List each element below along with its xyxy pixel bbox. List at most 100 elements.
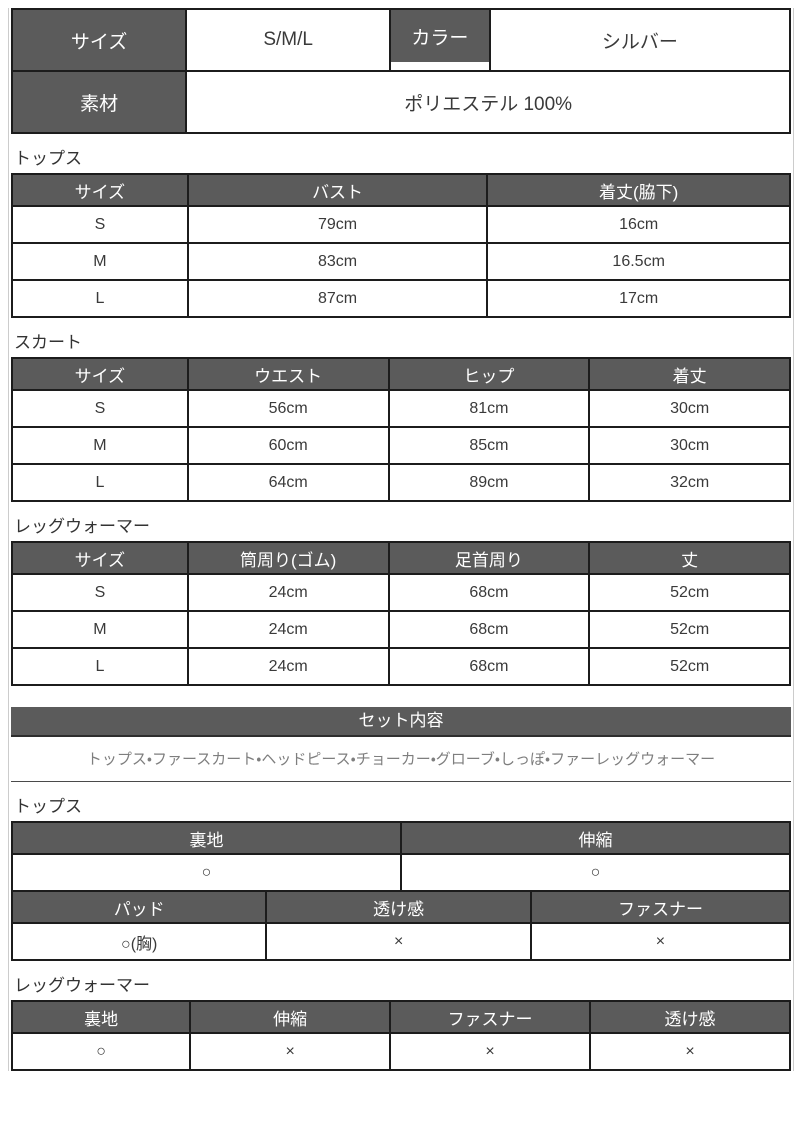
col-header-zipper: ファスナー bbox=[529, 890, 792, 924]
cell-size: L bbox=[11, 647, 189, 686]
cell-hip: 85cm bbox=[387, 426, 591, 465]
table-row: 素材 ポリエステル 100% bbox=[10, 70, 791, 134]
cell-hip: 89cm bbox=[387, 463, 591, 502]
legwarmer-measurement-table: サイズ 筒周り(ゴム) 足首周り 丈 S 24cm 68cm 52cm M 24… bbox=[11, 541, 791, 686]
col-header-hip: ヒップ bbox=[387, 357, 591, 391]
table-row: ○ ○ bbox=[11, 853, 791, 892]
table-header-row: サイズ ウエスト ヒップ 着丈 bbox=[11, 357, 791, 391]
zipper-value-cross: × bbox=[529, 922, 792, 961]
table-row: ○ × × × bbox=[10, 1032, 791, 1071]
cell-ankle: 68cm bbox=[387, 610, 591, 649]
set-contents-items: トップス・ファースカート・ヘッドピース・チョーカー・グローブ・しっぽ・ファーレッ… bbox=[11, 735, 791, 782]
table-row: S 56cm 81cm 30cm bbox=[11, 389, 791, 428]
material-value-cell: ポリエステル 100% bbox=[185, 70, 791, 134]
table-header-row: 裏地 伸縮 ファスナー 透け感 bbox=[10, 1000, 791, 1034]
skirt-measurement-table: サイズ ウエスト ヒップ 着丈 S 56cm 81cm 30cm M 60cm … bbox=[11, 357, 791, 502]
col-header-waist: ウエスト bbox=[186, 357, 390, 391]
material-label-cell: 素材 bbox=[10, 70, 188, 134]
cell-tube: 24cm bbox=[186, 573, 390, 612]
size-label-cell: サイズ bbox=[10, 8, 188, 72]
cell-size: M bbox=[11, 242, 189, 281]
col-header-size: サイズ bbox=[11, 173, 189, 207]
table-row: M 60cm 85cm 30cm bbox=[11, 426, 791, 465]
cell-length: 52cm bbox=[588, 573, 791, 612]
col-header-pad: パッド bbox=[10, 890, 268, 924]
cell-waist: 60cm bbox=[186, 426, 390, 465]
size-color-material-table: サイズ S/M/L カラー シルバー 素材 ポリエステル 100% bbox=[10, 8, 792, 134]
table-row: ○(胸) × × bbox=[10, 922, 792, 961]
col-header-sheer: 透け感 bbox=[589, 1000, 791, 1034]
table-row: S 79cm 16cm bbox=[11, 205, 791, 244]
table-row: サイズ S/M/L カラー シルバー bbox=[10, 8, 792, 72]
tops-measurement-table: サイズ バスト 着丈(脇下) S 79cm 16cm M 83cm 16.5cm… bbox=[11, 173, 791, 318]
stretch-value-cross: × bbox=[189, 1032, 392, 1071]
lining-value-circle: ○ bbox=[10, 1032, 192, 1071]
spec-content: サイズ S/M/L カラー シルバー 素材 ポリエステル 100% トップス サ… bbox=[8, 8, 794, 1071]
color-label-cell: カラー bbox=[389, 8, 491, 72]
col-header-size: サイズ bbox=[11, 357, 189, 391]
section-title-tops-details: トップス bbox=[14, 797, 82, 816]
cell-length: 52cm bbox=[588, 647, 791, 686]
section-title-skirt: スカート bbox=[14, 333, 82, 352]
col-header-size: サイズ bbox=[11, 541, 189, 575]
col-header-tube: 筒周り(ゴム) bbox=[186, 541, 390, 575]
cell-length: 30cm bbox=[588, 389, 791, 428]
col-header-zipper: ファスナー bbox=[389, 1000, 592, 1034]
col-header-length: 丈 bbox=[588, 541, 791, 575]
col-header-lining: 裏地 bbox=[10, 1000, 192, 1034]
sheer-value-cross: × bbox=[589, 1032, 791, 1071]
cell-length: 30cm bbox=[588, 426, 791, 465]
cell-size: S bbox=[11, 389, 189, 428]
cell-size: S bbox=[11, 205, 189, 244]
lining-value-circle: ○ bbox=[11, 853, 402, 892]
cell-length: 16cm bbox=[486, 205, 791, 244]
cell-length: 17cm bbox=[486, 279, 791, 318]
cell-size: L bbox=[11, 463, 189, 502]
cell-ankle: 68cm bbox=[387, 647, 591, 686]
table-row: M 83cm 16.5cm bbox=[11, 242, 791, 281]
cell-waist: 64cm bbox=[186, 463, 390, 502]
tops-detail-table-1: 裏地 伸縮 ○ ○ bbox=[11, 821, 791, 892]
col-header-bust: バスト bbox=[186, 173, 489, 207]
col-header-ankle: 足首周り bbox=[387, 541, 591, 575]
cell-bust: 87cm bbox=[186, 279, 489, 318]
cell-tube: 24cm bbox=[186, 610, 390, 649]
cell-length: 32cm bbox=[588, 463, 791, 502]
cell-waist: 56cm bbox=[186, 389, 390, 428]
set-contents-header: セット内容 bbox=[11, 707, 791, 735]
bottom-whitespace bbox=[0, 1071, 800, 1141]
cell-ankle: 68cm bbox=[387, 573, 591, 612]
table-header-row: サイズ バスト 着丈(脇下) bbox=[11, 173, 791, 207]
cell-length: 52cm bbox=[588, 610, 791, 649]
table-header-row: サイズ 筒周り(ゴム) 足首周り 丈 bbox=[11, 541, 791, 575]
section-title-legwarmer: レッグウォーマー bbox=[14, 517, 150, 536]
cell-size: L bbox=[11, 279, 189, 318]
cell-size: M bbox=[11, 610, 189, 649]
cell-hip: 81cm bbox=[387, 389, 591, 428]
col-header-sheer: 透け感 bbox=[265, 890, 532, 924]
table-row: L 24cm 68cm 52cm bbox=[11, 647, 791, 686]
col-header-stretch: 伸縮 bbox=[400, 821, 791, 855]
table-row: L 87cm 17cm bbox=[11, 279, 791, 318]
col-header-length: 着丈 bbox=[588, 357, 791, 391]
color-label-box: カラー bbox=[392, 11, 488, 62]
color-value-cell: シルバー bbox=[488, 8, 792, 72]
legwarmer-detail-table: 裏地 伸縮 ファスナー 透け感 ○ × × × bbox=[10, 1000, 791, 1071]
table-header-row: パッド 透け感 ファスナー bbox=[10, 890, 792, 924]
col-header-lining: 裏地 bbox=[11, 821, 402, 855]
col-header-stretch: 伸縮 bbox=[189, 1000, 392, 1034]
table-row: S 24cm 68cm 52cm bbox=[11, 573, 791, 612]
zipper-value-cross: × bbox=[389, 1032, 592, 1071]
cell-bust: 79cm bbox=[186, 205, 489, 244]
section-title-tops: トップス bbox=[14, 149, 82, 168]
table-row: M 24cm 68cm 52cm bbox=[11, 610, 791, 649]
cell-tube: 24cm bbox=[186, 647, 390, 686]
tops-detail-table-2: パッド 透け感 ファスナー ○(胸) × × bbox=[10, 890, 792, 961]
pad-value: ○(胸) bbox=[10, 922, 268, 961]
cell-length: 16.5cm bbox=[486, 242, 791, 281]
cell-size: S bbox=[11, 573, 189, 612]
table-row: L 64cm 89cm 32cm bbox=[11, 463, 791, 502]
cell-size: M bbox=[11, 426, 189, 465]
section-title-legwarmer-details: レッグウォーマー bbox=[14, 976, 150, 995]
size-value-cell: S/M/L bbox=[185, 8, 392, 72]
